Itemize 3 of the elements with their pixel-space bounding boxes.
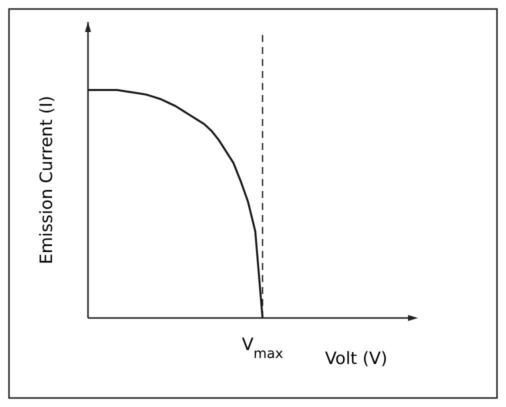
- x-axis-title: Volt (V): [325, 349, 388, 369]
- text: V$_{max}$: [242, 335, 284, 362]
- y-axis-title: Emission Current (I): [37, 96, 57, 264]
